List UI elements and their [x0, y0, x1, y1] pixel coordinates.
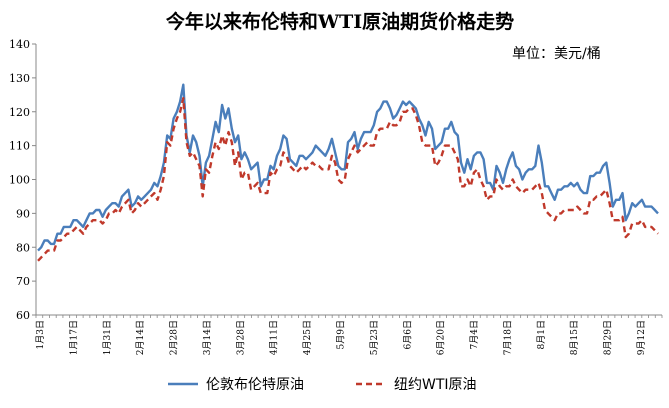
unit-label: 单位：美元/桶	[512, 46, 601, 62]
x-tick-label: 4月11日	[269, 320, 280, 355]
y-tick-label: 90	[16, 207, 30, 220]
x-tick-label: 3月28日	[235, 320, 246, 355]
y-tick-label: 120	[9, 106, 30, 119]
legend-label: 纽约WTI原油	[394, 377, 477, 393]
axes: 60 70 80 90 100 110 120 130 140 1月3日 1月17日 1月31日 2月1…	[9, 38, 663, 355]
x-tick-label: 5月23日	[369, 320, 380, 355]
x-tick-label: 5月9日	[336, 320, 347, 349]
x-tick-label: 1月3日	[35, 320, 46, 349]
y-tick-label: 100	[9, 174, 30, 187]
x-tick-label: 6月20日	[436, 320, 447, 355]
y-tick-label: 60	[16, 309, 30, 322]
x-tick-label: 1月31日	[102, 320, 113, 355]
x-tick-label: 8月1日	[536, 320, 547, 349]
x-tick-label: 7月18日	[502, 320, 513, 355]
x-tick-label: 2月14日	[135, 320, 146, 355]
y-tick-label: 110	[9, 140, 30, 153]
x-tick-label: 7月4日	[469, 320, 480, 349]
x-tick-label: 8月29日	[603, 320, 614, 355]
x-tick-label: 6月6日	[402, 320, 413, 349]
y-tick-label: 70	[16, 275, 30, 288]
plot-area	[37, 83, 659, 262]
y-tick-label: 130	[9, 72, 30, 85]
x-tick-label: 4月25日	[302, 320, 313, 355]
brent-line	[37, 83, 659, 252]
legend-label: 伦敦布伦特原油	[206, 377, 304, 393]
x-tick-label: 2月28日	[169, 320, 180, 355]
x-tick-label: 8月15日	[569, 320, 580, 355]
y-tick-label: 140	[9, 38, 30, 51]
y-tick-label: 80	[16, 241, 30, 254]
wti-line	[37, 96, 659, 262]
legend: 伦敦布伦特原油 纽约WTI原油	[168, 377, 477, 393]
chart-title: 今年以来布伦特和WTI原油期货价格走势	[165, 10, 514, 33]
x-tick-label: 3月14日	[202, 320, 213, 355]
x-tick-label: 9月12日	[636, 320, 647, 355]
x-tick-label: 1月17日	[68, 320, 79, 355]
